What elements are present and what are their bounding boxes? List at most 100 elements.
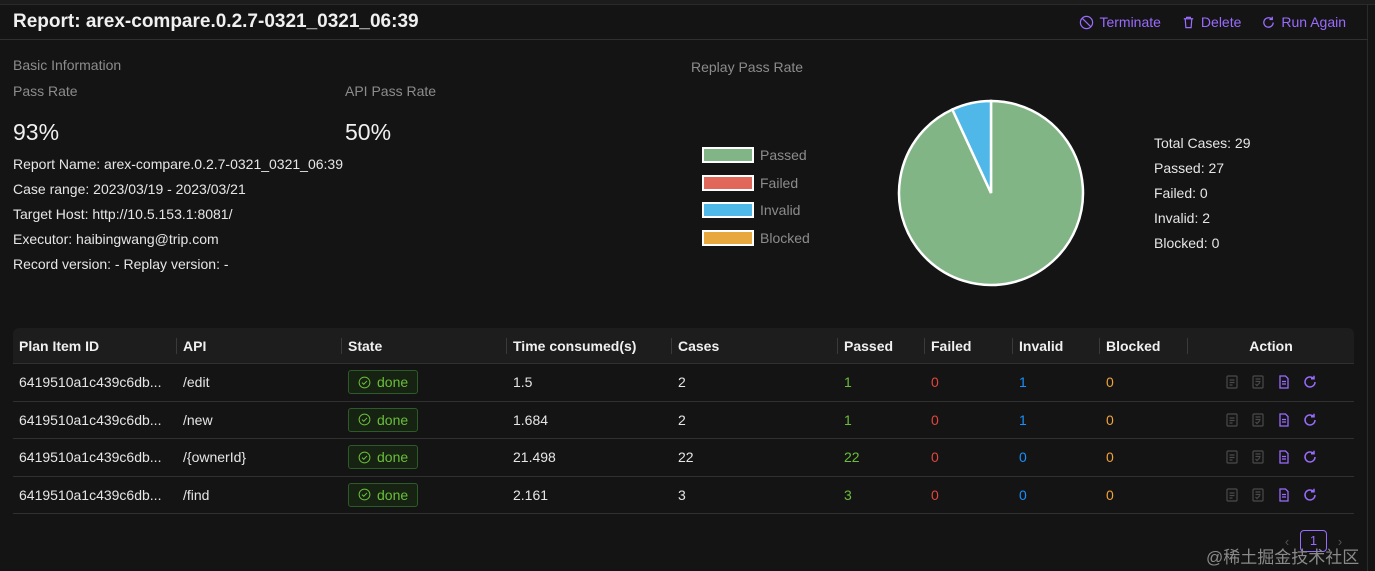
- cell-passed: 22: [844, 449, 860, 466]
- column-header-action: Action: [1249, 338, 1293, 354]
- report-file-icon[interactable]: [1276, 487, 1292, 503]
- legend-item-blocked[interactable]: Blocked: [702, 224, 810, 252]
- cell-failed: 0: [931, 374, 939, 391]
- column-header-failed: Failed: [925, 328, 1013, 363]
- cell-plan-item-id[interactable]: 6419510a1c439c6db...: [19, 486, 162, 503]
- status-badge: done: [348, 370, 419, 395]
- pass-rate-value: 93%: [13, 119, 60, 145]
- status-text: done: [377, 449, 409, 466]
- column-header-state: State: [342, 328, 507, 363]
- report-file-icon[interactable]: [1276, 449, 1292, 465]
- view-details-icon[interactable]: [1224, 449, 1240, 465]
- cell-api: /new: [183, 411, 213, 428]
- cell-cases: 22: [678, 449, 694, 466]
- legend-swatch-blocked: [702, 229, 754, 246]
- stat-failed: Failed: 0: [1154, 185, 1208, 201]
- legend-label-invalid: Invalid: [760, 202, 801, 219]
- cell-invalid: 1: [1019, 411, 1027, 428]
- check-circle-icon: [358, 451, 371, 464]
- cell-blocked: 0: [1106, 486, 1114, 503]
- column-header-invalid: Invalid: [1013, 328, 1100, 363]
- check-circle-icon: [358, 376, 371, 389]
- cell-failed: 0: [931, 486, 939, 503]
- rerun-icon[interactable]: [1302, 487, 1318, 503]
- delete-label: Delete: [1200, 14, 1242, 30]
- stat-total-cases: Total Cases: 29: [1154, 135, 1251, 151]
- rerun-icon[interactable]: [1302, 374, 1318, 390]
- table-row: 6419510a1c439c6db... /edit done 1.5 2 1 0 1 0: [13, 364, 1354, 402]
- cell-actions: [1188, 412, 1354, 428]
- report-file-icon[interactable]: [1276, 374, 1292, 390]
- table-row: 6419510a1c439c6db... /find done 2.161 3 3 0 0 0: [13, 477, 1354, 514]
- diff-scenes-icon[interactable]: [1250, 449, 1266, 465]
- cell-invalid: 0: [1019, 449, 1027, 466]
- cell-blocked: 0: [1106, 449, 1114, 466]
- target-host: Target Host: http://10.5.153.1:8081/: [13, 206, 233, 222]
- cell-invalid: 1: [1019, 374, 1027, 391]
- cell-cases: 2: [678, 374, 686, 391]
- cell-plan-item-id[interactable]: 6419510a1c439c6db...: [19, 374, 162, 391]
- cell-plan-item-id[interactable]: 6419510a1c439c6db...: [19, 449, 162, 466]
- cell-time-consumed: 1.5: [513, 374, 533, 391]
- case-range: Case range: 2023/03/19 - 2023/03/21: [13, 181, 246, 197]
- column-header-api: API: [177, 328, 342, 363]
- check-circle-icon: [358, 488, 371, 501]
- page-title: Report: arex-compare.0.2.7-0321_0321_06:…: [13, 11, 419, 32]
- redo-icon: [1263, 16, 1275, 28]
- legend-item-failed[interactable]: Failed: [702, 169, 810, 197]
- diff-scenes-icon[interactable]: [1250, 374, 1266, 390]
- stop-icon: [1080, 15, 1094, 29]
- view-details-icon[interactable]: [1224, 487, 1240, 503]
- diff-scenes-icon[interactable]: [1250, 487, 1266, 503]
- page-number-current[interactable]: 1: [1300, 530, 1327, 552]
- cell-state: done: [342, 482, 507, 507]
- view-details-icon[interactable]: [1224, 412, 1240, 428]
- cell-passed: 1: [844, 374, 852, 391]
- run-again-button[interactable]: Run Again: [1261, 14, 1346, 30]
- legend-item-passed[interactable]: Passed: [702, 141, 810, 169]
- report-header: Report: arex-compare.0.2.7-0321_0321_06:…: [0, 5, 1368, 40]
- legend-item-invalid[interactable]: Invalid: [702, 196, 810, 224]
- cell-plan-item-id[interactable]: 6419510a1c439c6db...: [19, 411, 162, 428]
- column-header-plan-item-id: Plan Item ID: [13, 328, 177, 363]
- status-text: done: [377, 411, 409, 428]
- header-actions: Terminate Delete Run Again: [1079, 14, 1346, 30]
- pie-slice-passed[interactable]: [897, 99, 1085, 287]
- cell-blocked: 0: [1106, 374, 1114, 391]
- report-name: Report Name: arex-compare.0.2.7-0321_032…: [13, 156, 343, 172]
- pie-legend: Passed Failed Invalid Blocked: [702, 141, 810, 252]
- diff-scenes-icon[interactable]: [1250, 412, 1266, 428]
- legend-swatch-passed: [702, 146, 754, 163]
- table-body: 6419510a1c439c6db.../edit done 1.5 2 1 0 1 0 641…: [13, 364, 1354, 514]
- next-page-icon[interactable]: ›: [1337, 533, 1343, 549]
- case-stats: Total Cases: 29 Passed: 27 Failed: 0 Inv…: [1154, 133, 1251, 258]
- legend-label-failed: Failed: [760, 174, 799, 191]
- basic-info-title: Basic Information: [13, 57, 122, 73]
- trash-icon: [1183, 16, 1194, 28]
- legend-label-passed: Passed: [760, 146, 807, 163]
- pagination: ‹ 1 ›: [1280, 530, 1347, 552]
- api-pass-rate-label: API Pass Rate: [345, 83, 437, 99]
- rerun-icon[interactable]: [1302, 412, 1318, 428]
- column-header-time-consumed: Time consumed(s): [507, 328, 672, 363]
- rerun-icon[interactable]: [1302, 449, 1318, 465]
- cell-passed: 1: [844, 411, 852, 428]
- status-badge: done: [348, 482, 419, 507]
- report-file-icon[interactable]: [1276, 412, 1292, 428]
- view-details-icon[interactable]: [1224, 374, 1240, 390]
- cell-state: done: [342, 407, 507, 432]
- cell-failed: 0: [931, 411, 939, 428]
- table-header: Plan Item ID API State Time consumed(s) …: [13, 328, 1354, 364]
- cell-api: /edit: [183, 374, 210, 391]
- prev-page-icon[interactable]: ‹: [1284, 533, 1290, 549]
- report-details: Report Name: arex-compare.0.2.7-0321_032…: [13, 154, 343, 279]
- cell-state: done: [342, 445, 507, 470]
- delete-button[interactable]: Delete: [1181, 14, 1241, 30]
- pie-slice-invalid[interactable]: [950, 99, 993, 194]
- stat-invalid: Invalid: 2: [1154, 210, 1211, 226]
- terminate-button[interactable]: Terminate: [1079, 14, 1161, 30]
- cell-cases: 3: [678, 486, 686, 503]
- legend-swatch-failed: [702, 174, 754, 191]
- cell-passed: 3: [844, 486, 852, 503]
- record-replay-version: Record version: - Replay version: -: [13, 256, 229, 272]
